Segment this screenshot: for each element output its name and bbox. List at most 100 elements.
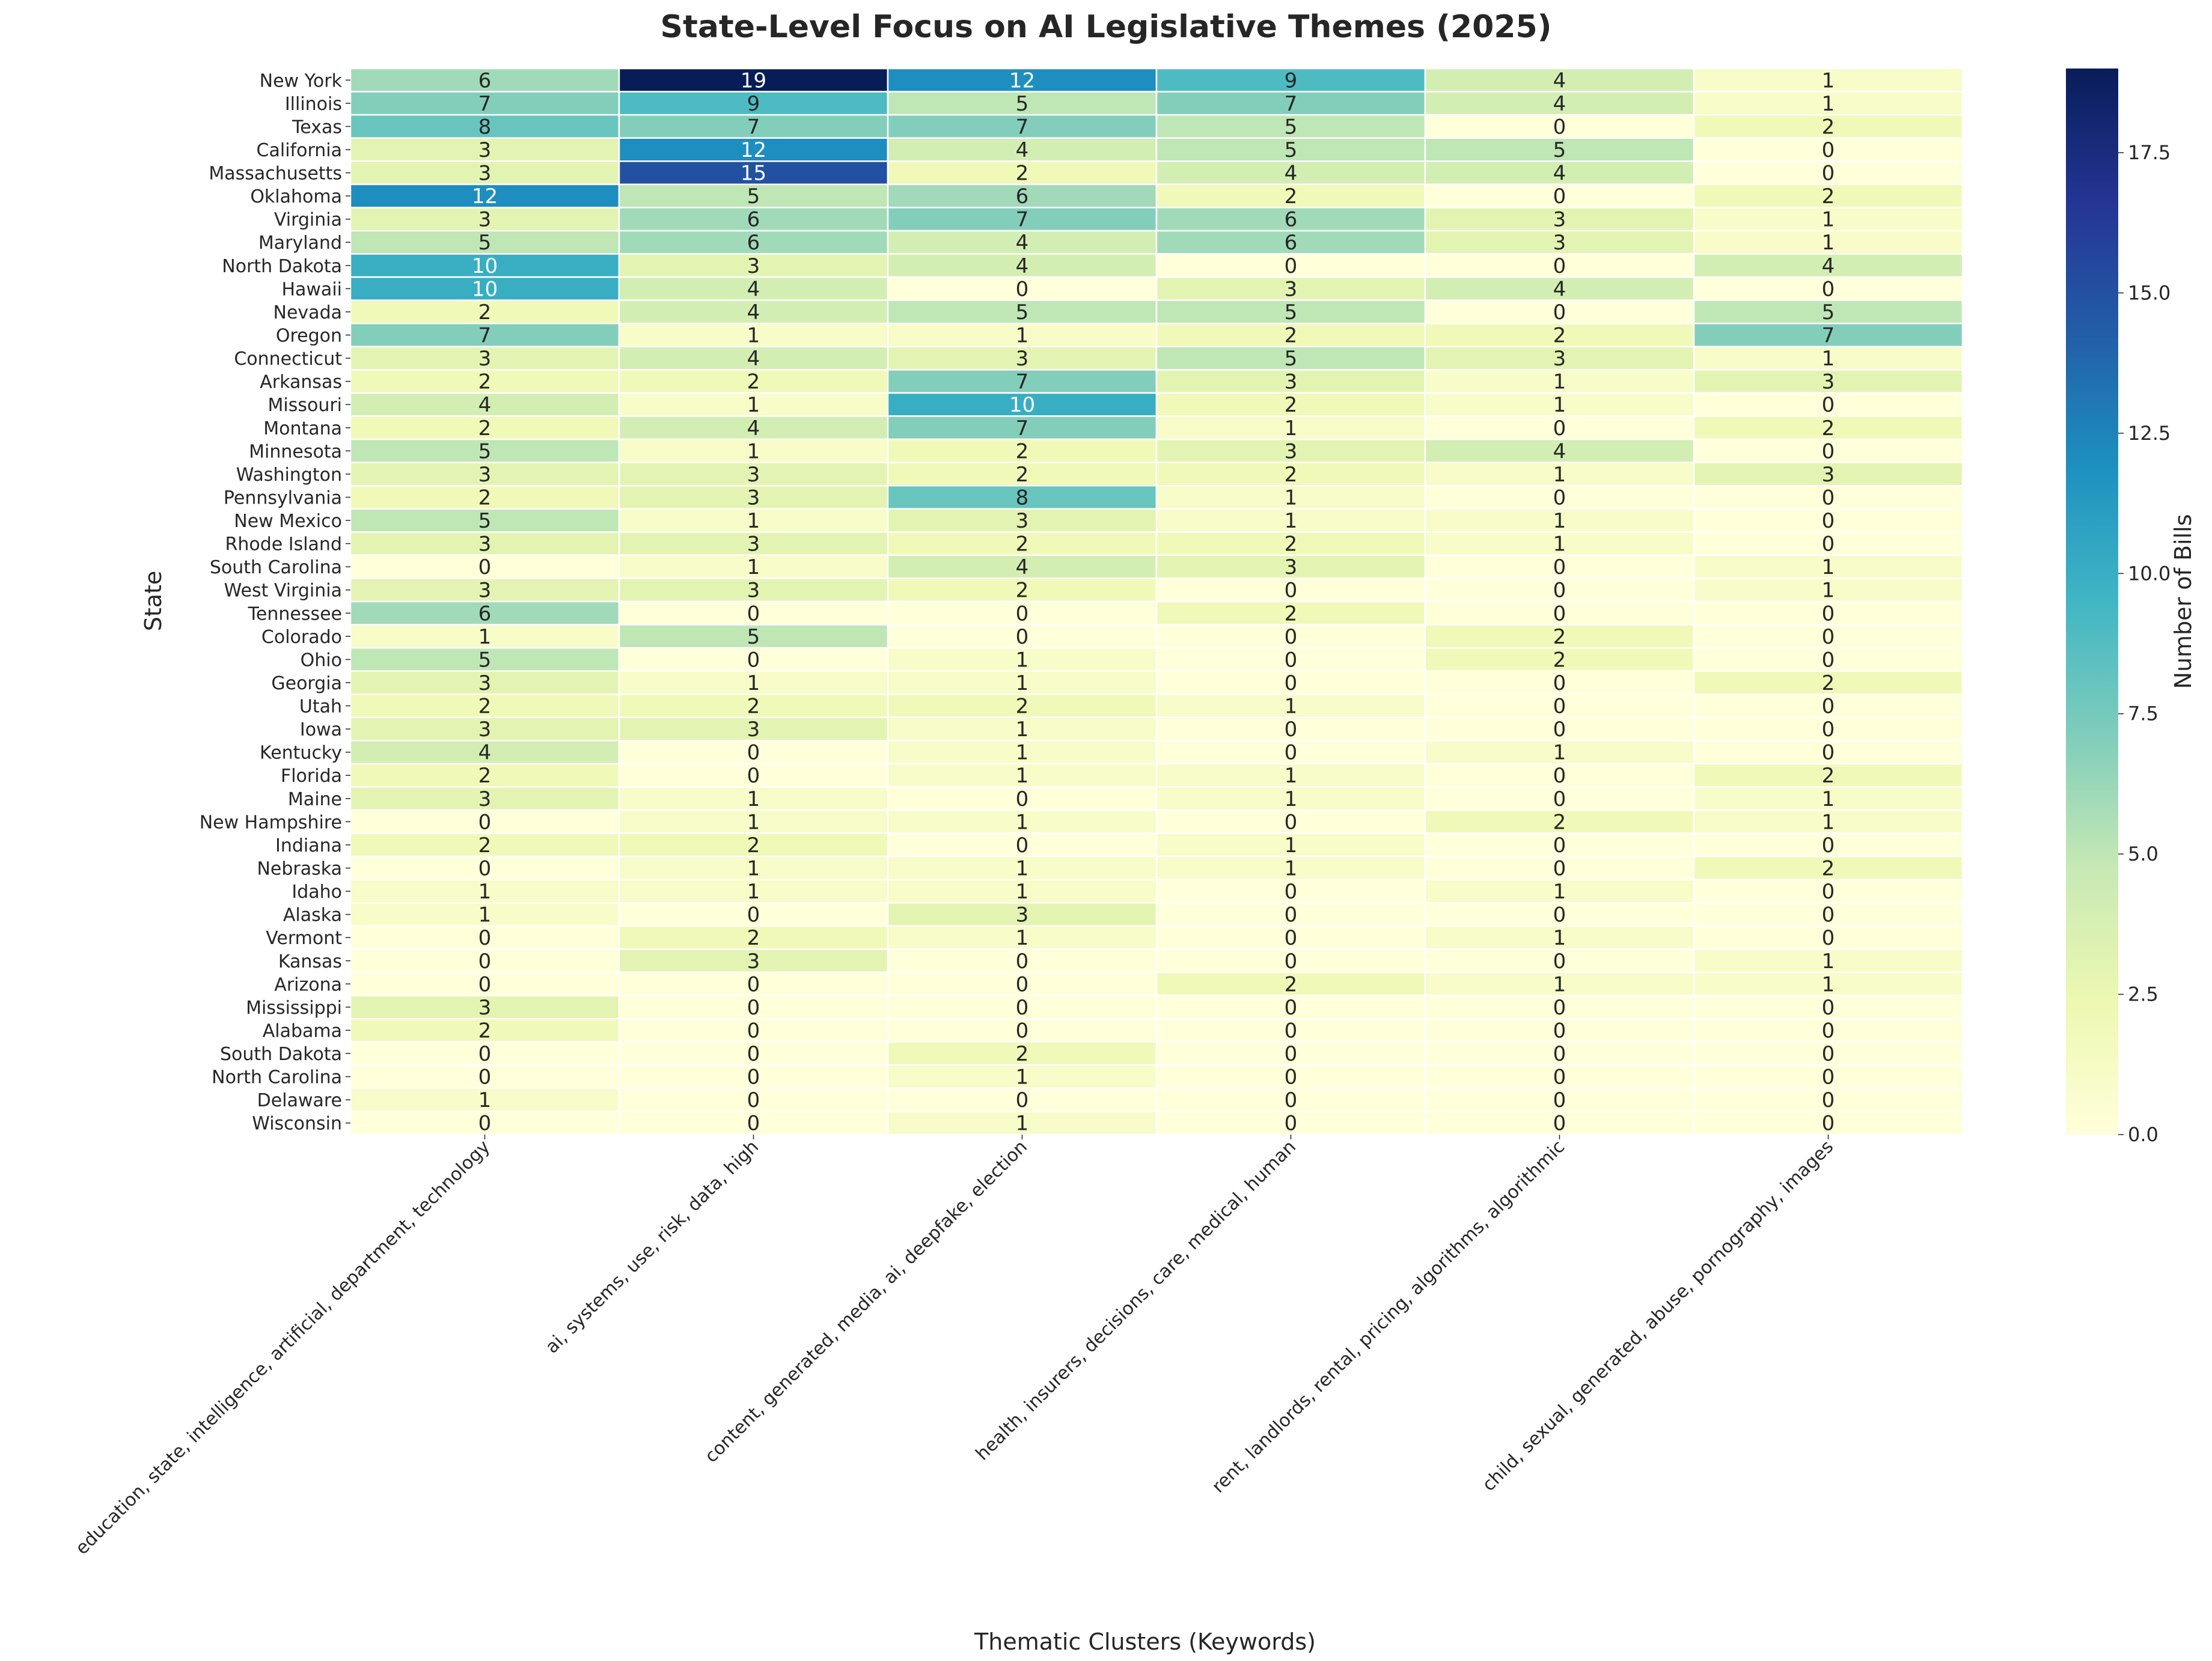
heatmap-cell <box>618 531 889 556</box>
y-tick-label: Oregon <box>276 326 342 347</box>
heatmap-cell <box>349 392 620 417</box>
cell-value-label: 1 <box>1285 695 1298 719</box>
heatmap-cell <box>1424 1017 1695 1043</box>
cell-value-label: 2 <box>1285 602 1298 626</box>
cell-value-label: 1 <box>1016 810 1029 834</box>
heatmap-cell <box>887 809 1158 834</box>
cell-value-label: 5 <box>1016 92 1029 116</box>
y-tick-label: Minnesota <box>249 441 342 462</box>
cell-value-label: 1 <box>1016 880 1029 904</box>
heatmap-cell <box>1693 531 1964 556</box>
cell-value-label: 0 <box>1285 718 1298 742</box>
heatmap-cell <box>618 508 889 533</box>
x-tick-label: content, generated, media, ai, deepfake,… <box>701 1136 1031 1467</box>
heatmap-cell <box>1424 1064 1695 1090</box>
cell-value-label: 3 <box>1553 208 1566 232</box>
cell-value-label: 0 <box>747 972 760 996</box>
cell-value-label: 0 <box>478 1112 492 1136</box>
cell-value-label: 0 <box>747 1042 760 1066</box>
heatmap-cell <box>349 786 620 811</box>
heatmap-cell <box>1424 902 1695 927</box>
cell-value-label: 0 <box>1822 880 1835 904</box>
cell-value-label: 1 <box>478 625 492 649</box>
cell-value-label: 2 <box>1822 184 1835 209</box>
cell-value-label: 9 <box>747 92 760 116</box>
cell-value-label: 0 <box>1553 555 1566 579</box>
y-tick-label: Hawaii <box>281 279 342 300</box>
heatmap-cell <box>1693 902 1964 927</box>
heatmap-cell <box>618 462 889 487</box>
cell-value-label: 1 <box>1822 347 1835 371</box>
cell-value-label: 3 <box>1285 370 1298 394</box>
cell-value-label: 0 <box>747 1065 760 1090</box>
cell-value-label: 1 <box>1016 671 1029 695</box>
heatmap-cell <box>349 346 620 371</box>
heatmap-cell <box>1155 809 1426 834</box>
heatmap-cell <box>1693 322 1964 348</box>
heatmap-cell <box>887 322 1158 348</box>
cell-value-label: 4 <box>1553 92 1566 116</box>
cell-value-label: 4 <box>1016 138 1029 162</box>
cell-value-label: 1 <box>1553 972 1566 996</box>
cell-value-label: 5 <box>1285 138 1298 162</box>
y-tick-label: Oklahoma <box>250 186 342 207</box>
cell-value-label: 0 <box>747 764 760 788</box>
heatmap-cell <box>887 1017 1158 1043</box>
heatmap-cell <box>1693 995 1964 1020</box>
heatmap-cell <box>349 415 620 440</box>
heatmap-cell <box>618 322 889 348</box>
heatmap-cell <box>1693 855 1964 881</box>
y-tick-label: Iowa <box>300 719 342 740</box>
heatmap-cell <box>1424 716 1695 742</box>
cell-value-label: 3 <box>478 208 492 232</box>
heatmap-cell-labels: 6 19 12 9 4 17 9 5 7 4 18 7 7 5 0 23 12 4 5 5 03 15 2 4 4 012 5 6 2 0… <box>472 69 1835 1135</box>
cell-value-label: 7 <box>478 324 492 348</box>
heatmap-cell <box>349 971 620 996</box>
y-tick-label: Pennsylvania <box>224 487 342 508</box>
cell-value-label: 7 <box>1016 370 1029 394</box>
y-tick-label: Washington <box>236 465 342 486</box>
y-tick-label: South Carolina <box>210 557 342 578</box>
cell-value-label: 6 <box>1016 184 1029 209</box>
heatmap-cell <box>1693 693 1964 719</box>
cell-value-label: 4 <box>1016 254 1029 278</box>
cell-value-label: 3 <box>747 718 760 742</box>
heatmap-cell <box>349 207 620 232</box>
cell-value-label: 5 <box>1285 300 1298 325</box>
heatmap-cell <box>887 902 1158 927</box>
colorbar-tick-label: 7.5 <box>2128 702 2159 725</box>
heatmap-cell <box>349 1087 620 1112</box>
cell-value-label: 3 <box>478 162 492 186</box>
cell-value-label: 0 <box>1822 162 1835 186</box>
cell-value-label: 7 <box>1822 324 1835 348</box>
cell-value-label: 1 <box>478 1088 492 1112</box>
cell-value-label: 3 <box>1285 555 1298 579</box>
x-tick-label: ai, systems, use, risk, data, high <box>542 1136 763 1358</box>
heatmap-cell <box>1693 369 1964 394</box>
heatmap-cell <box>1424 670 1695 695</box>
cell-value-label: 3 <box>478 996 492 1020</box>
cell-value-label: 8 <box>478 115 492 139</box>
y-tick-label: Wisconsin <box>252 1114 342 1135</box>
cell-value-label: 12 <box>1009 69 1035 93</box>
heatmap-cell <box>1693 91 1964 116</box>
cell-value-label: 0 <box>1553 787 1566 811</box>
cell-value-label: 1 <box>1553 463 1566 487</box>
cell-value-label: 0 <box>747 602 760 626</box>
heatmap-cell <box>887 230 1158 255</box>
chart-title: State-Level Focus on AI Legislative Them… <box>661 9 1552 45</box>
heatmap-cell <box>1155 948 1426 974</box>
x-tick-label: rent, landlords, rental, pricing, algori… <box>1208 1136 1569 1498</box>
heatmap-cell <box>618 879 889 904</box>
cell-value-label: 0 <box>1822 926 1835 950</box>
cell-value-label: 4 <box>1016 555 1029 579</box>
cell-value-label: 2 <box>1822 857 1835 881</box>
cell-value-label: 7 <box>1016 208 1029 232</box>
heatmap-cell <box>349 276 620 301</box>
cell-value-label: 2 <box>1016 162 1029 186</box>
cell-value-label: 0 <box>478 926 492 950</box>
heatmap-cell <box>1155 230 1426 255</box>
cell-value-label: 1 <box>747 509 760 533</box>
cell-value-label: 1 <box>747 671 760 695</box>
cell-value-label: 2 <box>1016 579 1029 603</box>
